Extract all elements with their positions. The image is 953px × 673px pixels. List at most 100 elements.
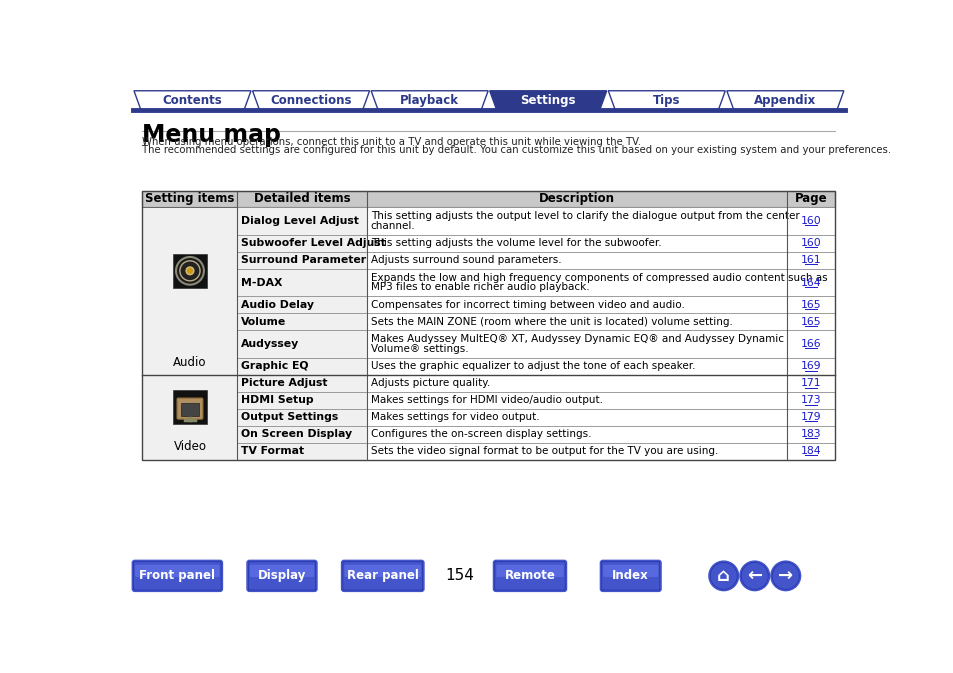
Text: MP3 files to enable richer audio playback.: MP3 files to enable richer audio playbac… bbox=[371, 282, 589, 292]
Bar bbox=[367, 330, 786, 358]
Bar bbox=[367, 426, 786, 443]
Text: Connections: Connections bbox=[270, 94, 352, 107]
Bar bbox=[237, 330, 367, 358]
FancyBboxPatch shape bbox=[135, 565, 219, 577]
Circle shape bbox=[710, 563, 736, 589]
Text: Volume® settings.: Volume® settings. bbox=[371, 344, 468, 354]
Circle shape bbox=[175, 257, 204, 285]
Text: Volume: Volume bbox=[241, 317, 286, 327]
Text: Dialog Level Adjust: Dialog Level Adjust bbox=[241, 216, 358, 226]
Bar bbox=[786, 314, 835, 330]
Bar bbox=[786, 426, 835, 443]
Text: Adjusts picture quality.: Adjusts picture quality. bbox=[371, 378, 490, 388]
Bar bbox=[237, 314, 367, 330]
Text: The recommended settings are configured for this unit by default. You can custom: The recommended settings are configured … bbox=[142, 145, 891, 155]
Text: M-DAX: M-DAX bbox=[241, 277, 282, 287]
Text: Graphic EQ: Graphic EQ bbox=[241, 361, 309, 371]
Polygon shape bbox=[489, 91, 606, 110]
Text: Sets the video signal format to be output for the TV you are using.: Sets the video signal format to be outpu… bbox=[371, 446, 718, 456]
Text: Compensates for incorrect timing between video and audio.: Compensates for incorrect timing between… bbox=[371, 300, 684, 310]
Text: channel.: channel. bbox=[371, 221, 416, 231]
Bar bbox=[237, 443, 367, 460]
Text: Audyssey: Audyssey bbox=[241, 339, 299, 349]
FancyBboxPatch shape bbox=[343, 562, 422, 590]
Bar bbox=[786, 409, 835, 426]
Bar bbox=[786, 235, 835, 252]
Bar bbox=[237, 409, 367, 426]
Circle shape bbox=[188, 269, 192, 273]
Bar bbox=[237, 392, 367, 409]
Polygon shape bbox=[133, 91, 251, 110]
Bar bbox=[142, 191, 835, 460]
Text: Sets the MAIN ZONE (room where the unit is located) volume setting.: Sets the MAIN ZONE (room where the unit … bbox=[371, 317, 732, 327]
Bar bbox=[172, 390, 207, 424]
Circle shape bbox=[708, 561, 738, 590]
FancyBboxPatch shape bbox=[249, 562, 315, 590]
Text: 160: 160 bbox=[800, 216, 821, 226]
Text: Picture Adjust: Picture Adjust bbox=[241, 378, 328, 388]
Text: 165: 165 bbox=[800, 300, 821, 310]
Circle shape bbox=[180, 261, 200, 281]
Bar bbox=[237, 252, 367, 269]
Bar bbox=[786, 358, 835, 375]
Text: Contents: Contents bbox=[162, 94, 222, 107]
Bar bbox=[367, 252, 786, 269]
Text: Expands the low and high frequency components of compressed audio content such a: Expands the low and high frequency compo… bbox=[371, 273, 826, 283]
Bar bbox=[786, 207, 835, 235]
FancyBboxPatch shape bbox=[599, 561, 660, 592]
Bar bbox=[237, 358, 367, 375]
Text: When using menu operations, connect this unit to a TV and operate this unit whil: When using menu operations, connect this… bbox=[142, 137, 640, 147]
Text: Makes Audyssey MultEQ® XT, Audyssey Dynamic EQ® and Audyssey Dynamic: Makes Audyssey MultEQ® XT, Audyssey Dyna… bbox=[371, 334, 783, 345]
Bar bbox=[367, 314, 786, 330]
Bar bbox=[786, 443, 835, 460]
FancyBboxPatch shape bbox=[341, 561, 423, 592]
FancyBboxPatch shape bbox=[177, 398, 203, 419]
Text: Makes settings for HDMI video/audio output.: Makes settings for HDMI video/audio outp… bbox=[371, 395, 602, 405]
Circle shape bbox=[186, 267, 193, 275]
Bar bbox=[142, 207, 237, 375]
Bar bbox=[172, 254, 207, 288]
Polygon shape bbox=[608, 91, 724, 110]
FancyBboxPatch shape bbox=[493, 561, 566, 592]
Bar bbox=[237, 235, 367, 252]
Text: 161: 161 bbox=[800, 255, 821, 265]
Text: Playback: Playback bbox=[399, 94, 458, 107]
Text: 165: 165 bbox=[800, 317, 821, 327]
Bar bbox=[237, 296, 367, 314]
Text: TV Format: TV Format bbox=[241, 446, 304, 456]
Text: Adjusts surround sound parameters.: Adjusts surround sound parameters. bbox=[371, 255, 561, 265]
FancyBboxPatch shape bbox=[495, 562, 564, 590]
FancyBboxPatch shape bbox=[133, 562, 220, 590]
Text: Subwoofer Level Adjust: Subwoofer Level Adjust bbox=[241, 238, 386, 248]
Text: Appendix: Appendix bbox=[754, 94, 816, 107]
Polygon shape bbox=[726, 91, 843, 110]
Text: Index: Index bbox=[612, 569, 648, 582]
FancyBboxPatch shape bbox=[344, 565, 420, 577]
FancyBboxPatch shape bbox=[250, 565, 314, 577]
FancyBboxPatch shape bbox=[496, 565, 563, 577]
Bar bbox=[367, 296, 786, 314]
Circle shape bbox=[740, 561, 769, 590]
Bar bbox=[367, 358, 786, 375]
Text: ←: ← bbox=[746, 567, 761, 585]
Bar bbox=[142, 191, 835, 207]
Bar bbox=[142, 375, 237, 460]
Bar bbox=[367, 392, 786, 409]
Text: 164: 164 bbox=[800, 277, 821, 287]
Text: Surround Parameter: Surround Parameter bbox=[241, 255, 366, 265]
Text: 166: 166 bbox=[800, 339, 821, 349]
Text: Detailed items: Detailed items bbox=[253, 192, 350, 205]
Text: 154: 154 bbox=[445, 569, 475, 583]
Text: Remote: Remote bbox=[504, 569, 555, 582]
Text: Video: Video bbox=[173, 440, 206, 454]
Circle shape bbox=[770, 561, 800, 590]
Bar bbox=[367, 269, 786, 296]
Text: Configures the on-screen display settings.: Configures the on-screen display setting… bbox=[371, 429, 591, 439]
FancyBboxPatch shape bbox=[132, 561, 222, 592]
FancyBboxPatch shape bbox=[247, 561, 316, 592]
Text: Audio: Audio bbox=[173, 356, 207, 369]
Text: Menu map: Menu map bbox=[142, 123, 281, 147]
Text: Front panel: Front panel bbox=[139, 569, 215, 582]
Bar bbox=[786, 296, 835, 314]
Bar bbox=[237, 375, 367, 392]
